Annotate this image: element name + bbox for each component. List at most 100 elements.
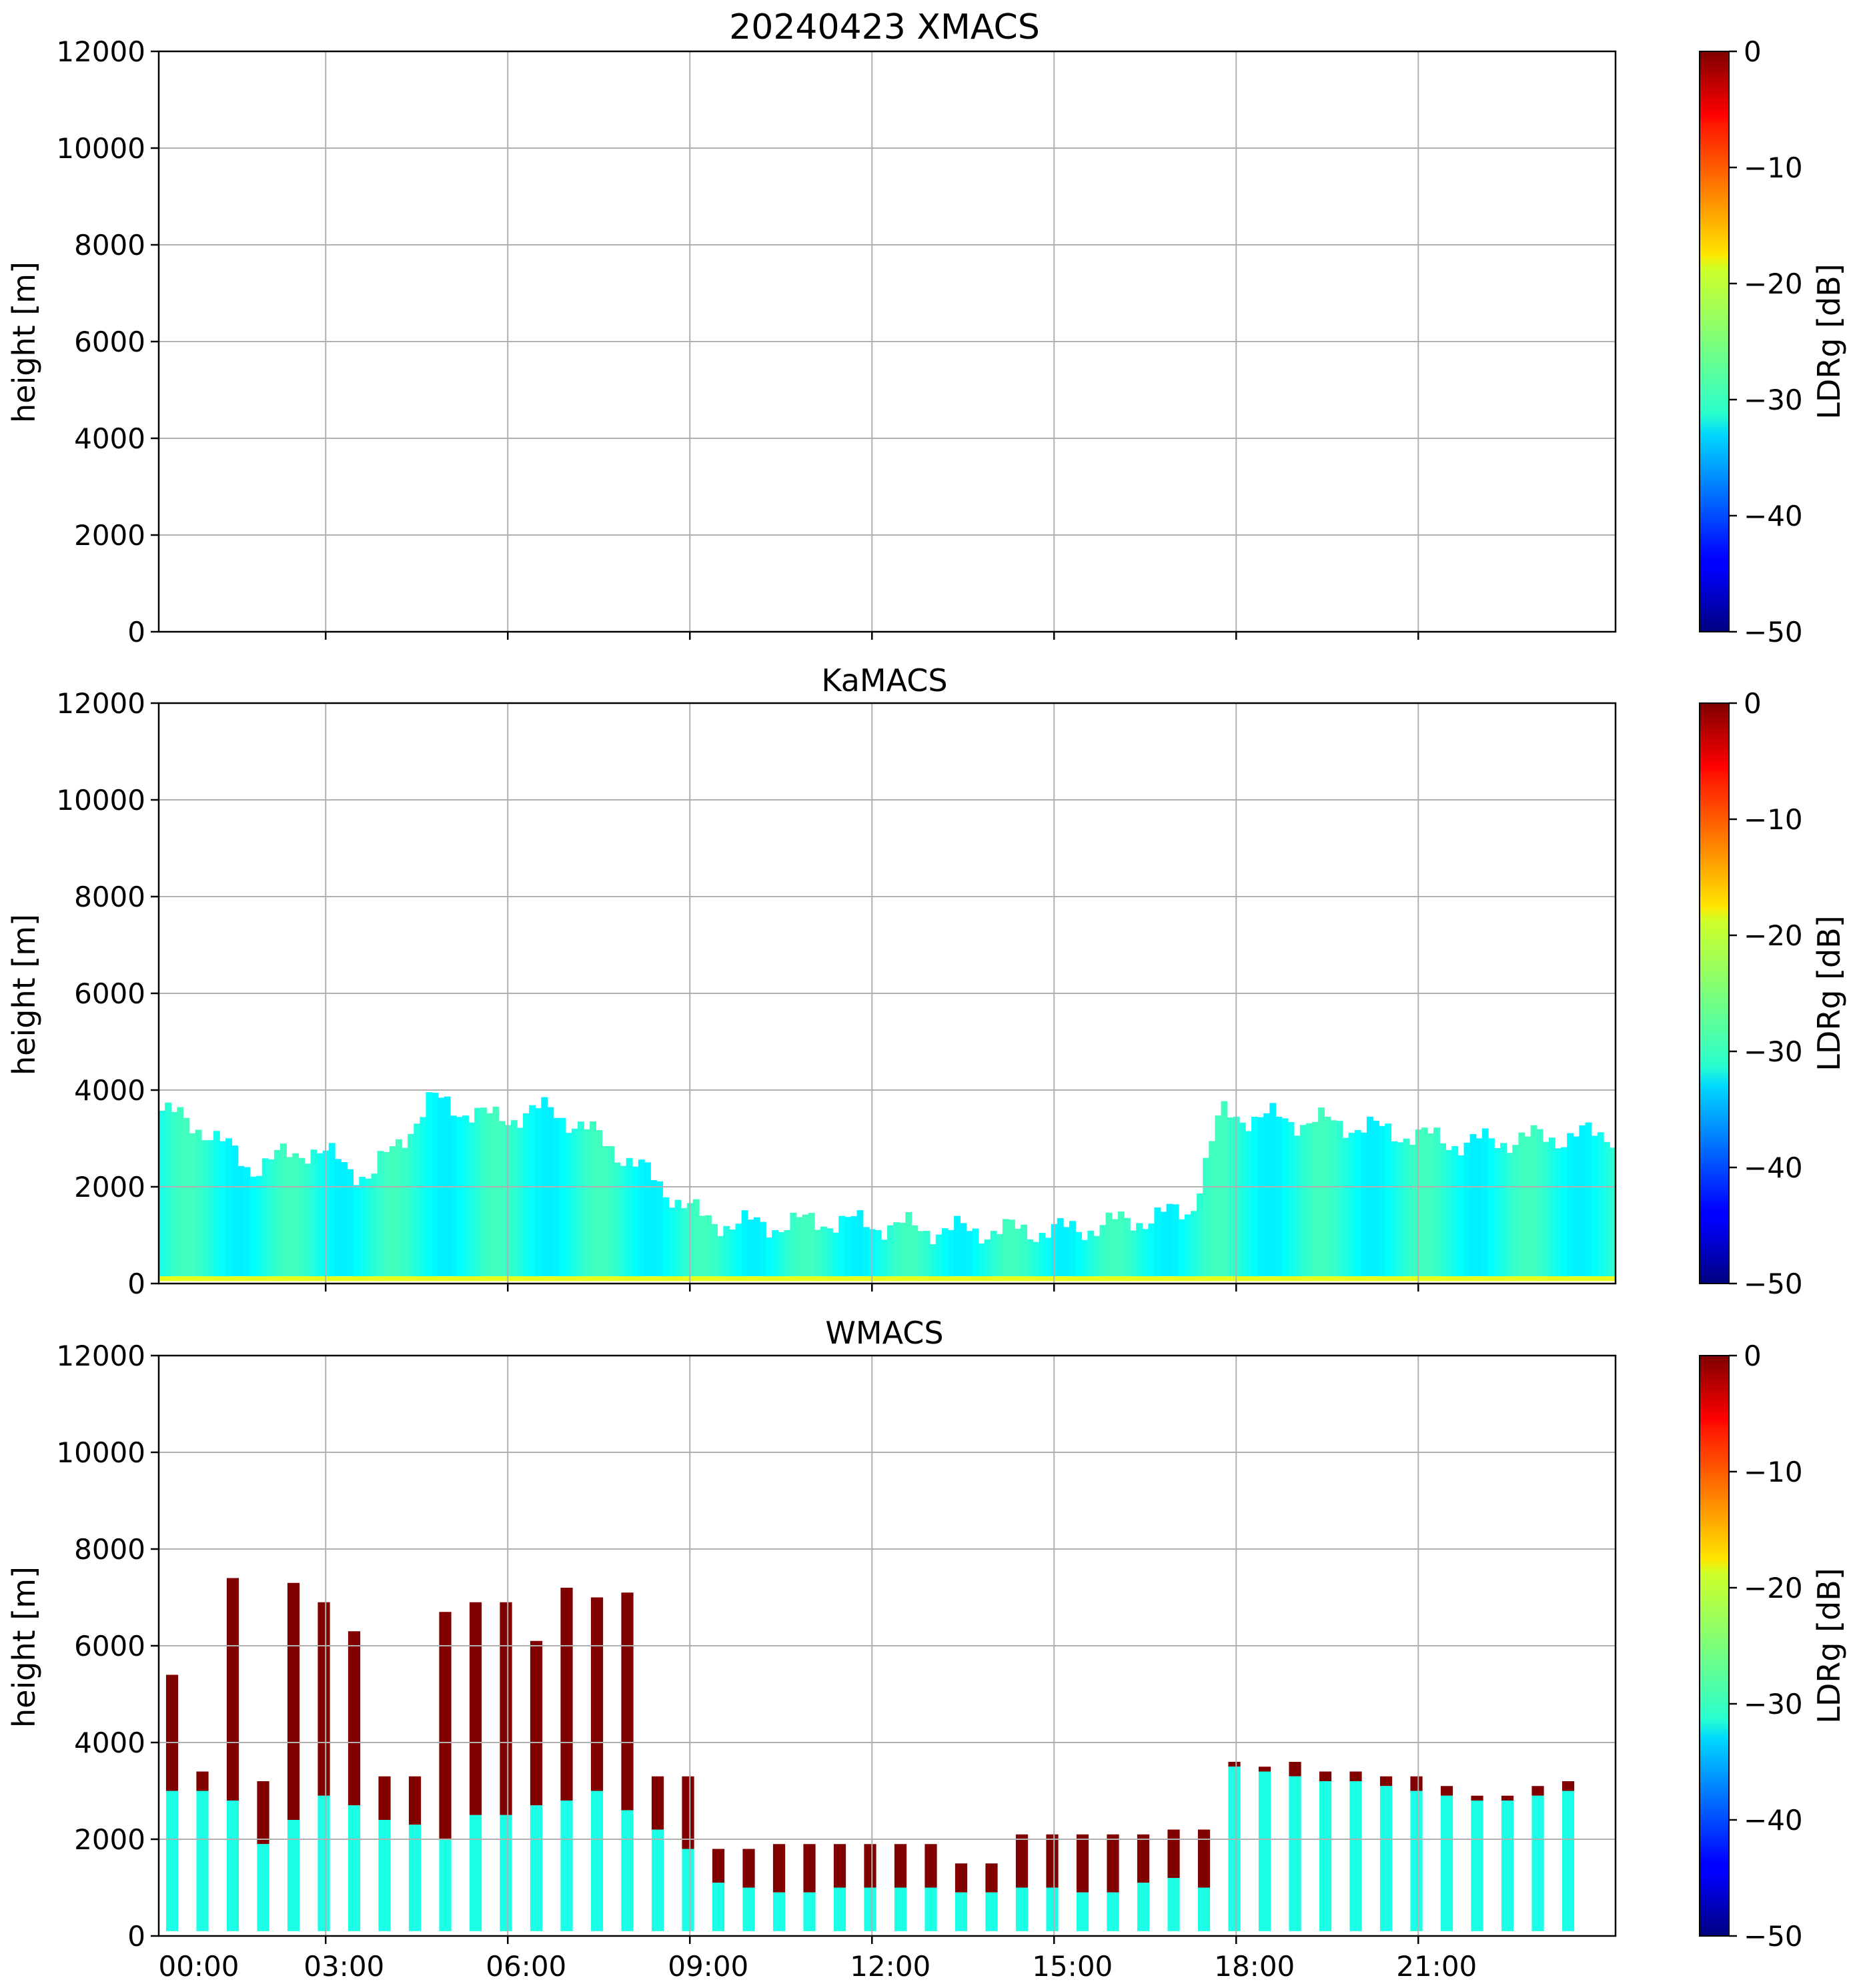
heatmap-column-lower xyxy=(1379,1786,1393,1931)
heatmap-cell xyxy=(1421,1276,1428,1282)
heatmap-column-upper xyxy=(348,1631,361,1806)
heatmap-column-lower xyxy=(1531,1795,1544,1931)
heatmap-cell xyxy=(195,1129,202,1277)
heatmap-cell xyxy=(474,1107,482,1277)
heatmap-cell xyxy=(1033,1241,1040,1277)
heatmap-cell xyxy=(1463,1142,1471,1277)
heatmap-cell xyxy=(1111,1219,1119,1277)
heatmap-column-lower xyxy=(1107,1892,1119,1931)
heatmap-column-lower xyxy=(864,1887,876,1931)
heatmap-cell xyxy=(1567,1133,1574,1277)
x-tick-label: 12:00 xyxy=(850,1950,931,1983)
heatmap-cell xyxy=(1123,1217,1131,1277)
heatmap-cell xyxy=(1475,1276,1483,1282)
heatmap-cell xyxy=(1021,1276,1028,1282)
heatmap-column-upper xyxy=(803,1844,816,1893)
heatmap-cell xyxy=(698,1276,706,1282)
heatmap-cell xyxy=(395,1139,402,1277)
heatmap-cell xyxy=(923,1276,931,1282)
heatmap-cell xyxy=(1099,1276,1107,1282)
heatmap-column-upper xyxy=(1379,1776,1393,1787)
heatmap-cell xyxy=(402,1147,408,1277)
heatmap-column-lower xyxy=(1410,1791,1423,1931)
heatmap-cell xyxy=(880,1276,888,1282)
heatmap-cell xyxy=(1573,1276,1580,1282)
heatmap-cell xyxy=(826,1276,833,1282)
y-tick-label: 12000 xyxy=(56,1340,145,1372)
heatmap-cell xyxy=(1093,1235,1101,1277)
heatmap-cell xyxy=(438,1276,445,1282)
grid xyxy=(159,51,1616,632)
heatmap-cell xyxy=(1287,1276,1295,1282)
y-tick-label: 8000 xyxy=(74,1533,145,1566)
heatmap-column-lower xyxy=(1440,1795,1453,1931)
heatmap-cell xyxy=(723,1225,730,1277)
heatmap-cell xyxy=(1045,1237,1052,1277)
heatmap-cell xyxy=(1239,1276,1246,1282)
heatmap-cell xyxy=(1251,1116,1258,1277)
x-tick-label: 06:00 xyxy=(486,1950,566,1983)
heatmap-cell xyxy=(1245,1131,1252,1277)
heatmap-column-lower xyxy=(1501,1801,1514,1931)
x-tick-label: 15:00 xyxy=(1032,1950,1113,1983)
heatmap-cell xyxy=(620,1165,627,1277)
heatmap-column-lower xyxy=(985,1892,998,1931)
heatmap-cell xyxy=(668,1207,676,1277)
heatmap-cell xyxy=(298,1157,305,1277)
heatmap-cell xyxy=(978,1243,985,1277)
heatmap-column-lower xyxy=(1167,1878,1180,1931)
heatmap-cell xyxy=(547,1276,554,1282)
heatmap-cell xyxy=(1318,1276,1325,1282)
heatmap-cell xyxy=(1009,1276,1015,1282)
heatmap-cell xyxy=(267,1276,275,1282)
heatmap-column-upper xyxy=(439,1612,452,1839)
heatmap-cell xyxy=(480,1276,488,1282)
heatmap-column-lower xyxy=(772,1892,786,1931)
heatmap-cell xyxy=(1275,1117,1283,1277)
heatmap-cell xyxy=(1045,1276,1052,1282)
heatmap-cell xyxy=(498,1276,506,1282)
y-tick-label: 12000 xyxy=(56,35,145,68)
heatmap-cell xyxy=(577,1121,584,1277)
x-tick-label: 00:00 xyxy=(158,1950,239,1983)
heatmap-cell xyxy=(523,1276,530,1282)
heatmap-column-upper xyxy=(1289,1762,1301,1777)
heatmap-cell xyxy=(1487,1138,1495,1277)
heatmap-cell xyxy=(1512,1276,1519,1282)
heatmap-cell xyxy=(941,1228,949,1277)
heatmap-column-lower xyxy=(621,1810,634,1931)
y-tick-label: 4000 xyxy=(74,1726,145,1759)
heatmap-column-upper xyxy=(1015,1834,1029,1888)
heatmap-column-upper xyxy=(985,1863,998,1893)
heatmap-cell xyxy=(668,1276,676,1282)
heatmap-cell xyxy=(1591,1135,1598,1277)
heatmap-cell xyxy=(1379,1125,1385,1277)
heatmap-cell xyxy=(790,1212,797,1277)
colorbar-gradient xyxy=(1699,51,1730,632)
heatmap-cell xyxy=(1555,1148,1562,1277)
heatmap-cell xyxy=(741,1210,748,1277)
heatmap-cell xyxy=(1427,1133,1434,1277)
heatmap-cell xyxy=(1209,1141,1216,1277)
heatmap-cell xyxy=(1257,1276,1264,1282)
heatmap-column-upper xyxy=(894,1844,907,1888)
heatmap-cell xyxy=(1318,1107,1325,1277)
heatmap-cell xyxy=(474,1276,482,1282)
heatmap-cell xyxy=(772,1276,778,1282)
heatmap-column-upper xyxy=(500,1602,512,1815)
heatmap-cell xyxy=(383,1151,390,1277)
heatmap-cell xyxy=(1299,1125,1307,1277)
heatmap-cell xyxy=(905,1276,912,1282)
heatmap-cell xyxy=(1057,1218,1064,1277)
heatmap-cell xyxy=(1342,1276,1349,1282)
heatmap-cell xyxy=(1251,1276,1258,1282)
heatmap-cell xyxy=(662,1276,670,1282)
colorbar-tick-label: −40 xyxy=(1744,500,1803,532)
heatmap-cell xyxy=(1366,1276,1373,1282)
heatmap-cell xyxy=(267,1159,275,1277)
heatmap-cell xyxy=(292,1153,299,1277)
heatmap-cell xyxy=(790,1276,797,1282)
heatmap-cell xyxy=(838,1276,846,1282)
heatmap-cell xyxy=(1111,1276,1119,1282)
heatmap-cell xyxy=(183,1117,190,1277)
